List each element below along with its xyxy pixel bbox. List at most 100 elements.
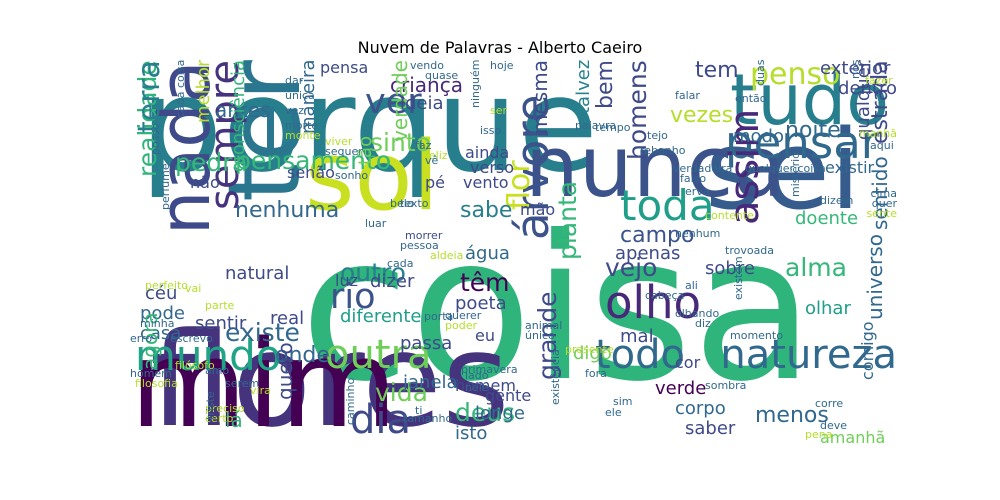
cloud-word: não	[190, 173, 220, 192]
word-cloud: coisa flores porque mim sei ter sol nunca tudo na…	[125, 60, 897, 446]
cloud-word: querer	[445, 309, 482, 322]
cloud-word: monte	[285, 129, 321, 142]
cloud-word: melhor	[193, 60, 214, 124]
cloud-word: caminho	[344, 377, 357, 425]
cloud-word: sobre	[705, 258, 755, 279]
cloud-word: dar	[285, 74, 304, 87]
cloud-word: pode	[140, 303, 185, 324]
cloud-word: noite	[785, 118, 841, 143]
cloud-word: duas	[754, 60, 767, 87]
cloud-word: casa	[140, 323, 182, 344]
cloud-word: talvez	[573, 60, 594, 115]
cloud-word: natural	[225, 263, 290, 284]
cloud-word: olho	[605, 276, 702, 329]
cloud-word: erva	[685, 185, 710, 198]
cloud-word: verdadeira	[673, 162, 733, 175]
cloud-word: comigo	[858, 321, 877, 380]
cloud-word: diferente	[340, 306, 422, 327]
cloud-word: porta	[424, 310, 454, 323]
cloud-word: sol	[305, 122, 440, 232]
cloud-word: vida	[375, 378, 428, 407]
cloud-word: vejo	[605, 253, 658, 282]
cloud-word: fazer	[865, 74, 893, 87]
cloud-word: mesma	[528, 60, 552, 134]
cloud-word: porque	[140, 60, 599, 201]
cloud-word: nenhuma	[235, 198, 340, 223]
cloud-word: sombra	[705, 379, 747, 392]
cloud-word: falso	[680, 172, 707, 185]
cloud-word: existir	[825, 158, 875, 177]
cloud-word: real	[270, 308, 305, 329]
cloud-word: deve	[820, 419, 848, 432]
cloud-word: isso	[480, 124, 502, 137]
cloud-word: campo	[620, 223, 695, 248]
cloud-word: aqui	[870, 139, 894, 152]
cloud-word: faz	[415, 139, 432, 152]
cloud-word: todo	[595, 332, 686, 378]
cloud-word: terra	[132, 60, 167, 133]
cloud-word: então	[735, 92, 767, 105]
cloud-word: certo	[205, 412, 234, 425]
chart-title: Nuvem de Palavras - Alberto Caeiro	[357, 38, 643, 57]
cloud-word: pensa	[320, 60, 369, 77]
cloud-word: escrevo	[170, 332, 213, 345]
cloud-word: apenas	[615, 243, 681, 264]
cloud-word: vê	[425, 154, 439, 167]
cloud-word: existe	[225, 318, 300, 347]
cloud-word: eu	[475, 326, 495, 345]
cloud-word: palavra	[575, 119, 617, 132]
cloud-word: corre	[815, 397, 844, 410]
cloud-word: única	[285, 89, 315, 102]
cloud-word: quase	[425, 69, 459, 82]
cloud-word: senão	[287, 163, 335, 182]
cloud-word: dia	[350, 397, 412, 443]
cloud-word: perfeito	[145, 279, 189, 292]
cloud-word: olhar	[805, 298, 851, 319]
cloud-word: posso	[149, 123, 162, 155]
cloud-word: criança	[390, 73, 463, 97]
cloud-word: vento	[463, 173, 509, 192]
cloud-word: filósofo	[175, 359, 215, 372]
cloud-word: nele	[465, 381, 489, 394]
cloud-word: rebanho	[640, 144, 686, 157]
cloud-word: pé	[425, 173, 445, 192]
cloud-word: lá	[225, 408, 243, 432]
cloud-word: pensar	[725, 116, 880, 169]
cloud-word: tamanho	[403, 412, 453, 425]
cloud-word: nunca	[525, 118, 786, 217]
cloud-word: modo	[733, 126, 784, 147]
cloud-word: contente	[705, 209, 754, 222]
cloud-word: antes	[215, 98, 271, 122]
cloud-word: mão	[520, 200, 556, 219]
cloud-word: passa	[400, 333, 453, 354]
cloud-word: exterior	[820, 60, 891, 79]
cloud-word: flores	[150, 304, 510, 446]
cloud-word: consciência	[228, 60, 249, 166]
cloud-word: onde	[275, 343, 330, 368]
cloud-word: erro	[130, 332, 153, 345]
cloud-word: ninguém	[469, 60, 482, 109]
cloud-word: qualquer coisa	[745, 162, 826, 175]
cloud-word: vira	[250, 384, 271, 397]
cloud-word: mundo	[135, 331, 282, 380]
cloud-word: belo	[390, 197, 414, 210]
cloud-word: sim	[613, 395, 633, 408]
cloud-word: têm	[460, 268, 510, 297]
cloud-word: céu	[145, 283, 178, 304]
cloud-word: morte	[285, 119, 319, 132]
cloud-word: morrer	[405, 229, 443, 242]
cloud-word: filosofia	[135, 377, 178, 390]
cloud-word: gente	[485, 386, 532, 405]
cloud-word: perfume	[159, 163, 172, 210]
cloud-word: cada coisa	[174, 60, 187, 119]
cloud-word: amo	[205, 364, 230, 377]
cloud-word: minha	[140, 317, 175, 330]
cloud-word: isto	[455, 423, 488, 444]
cloud-word: tudo	[730, 60, 890, 141]
cloud-word: existem	[732, 256, 745, 300]
cloud-word: luz	[335, 271, 358, 290]
cloud-word: viver	[325, 135, 353, 148]
cloud-word: outra	[325, 332, 432, 378]
cloud-word: deus	[455, 398, 516, 427]
cloud-word: homem	[130, 367, 172, 380]
